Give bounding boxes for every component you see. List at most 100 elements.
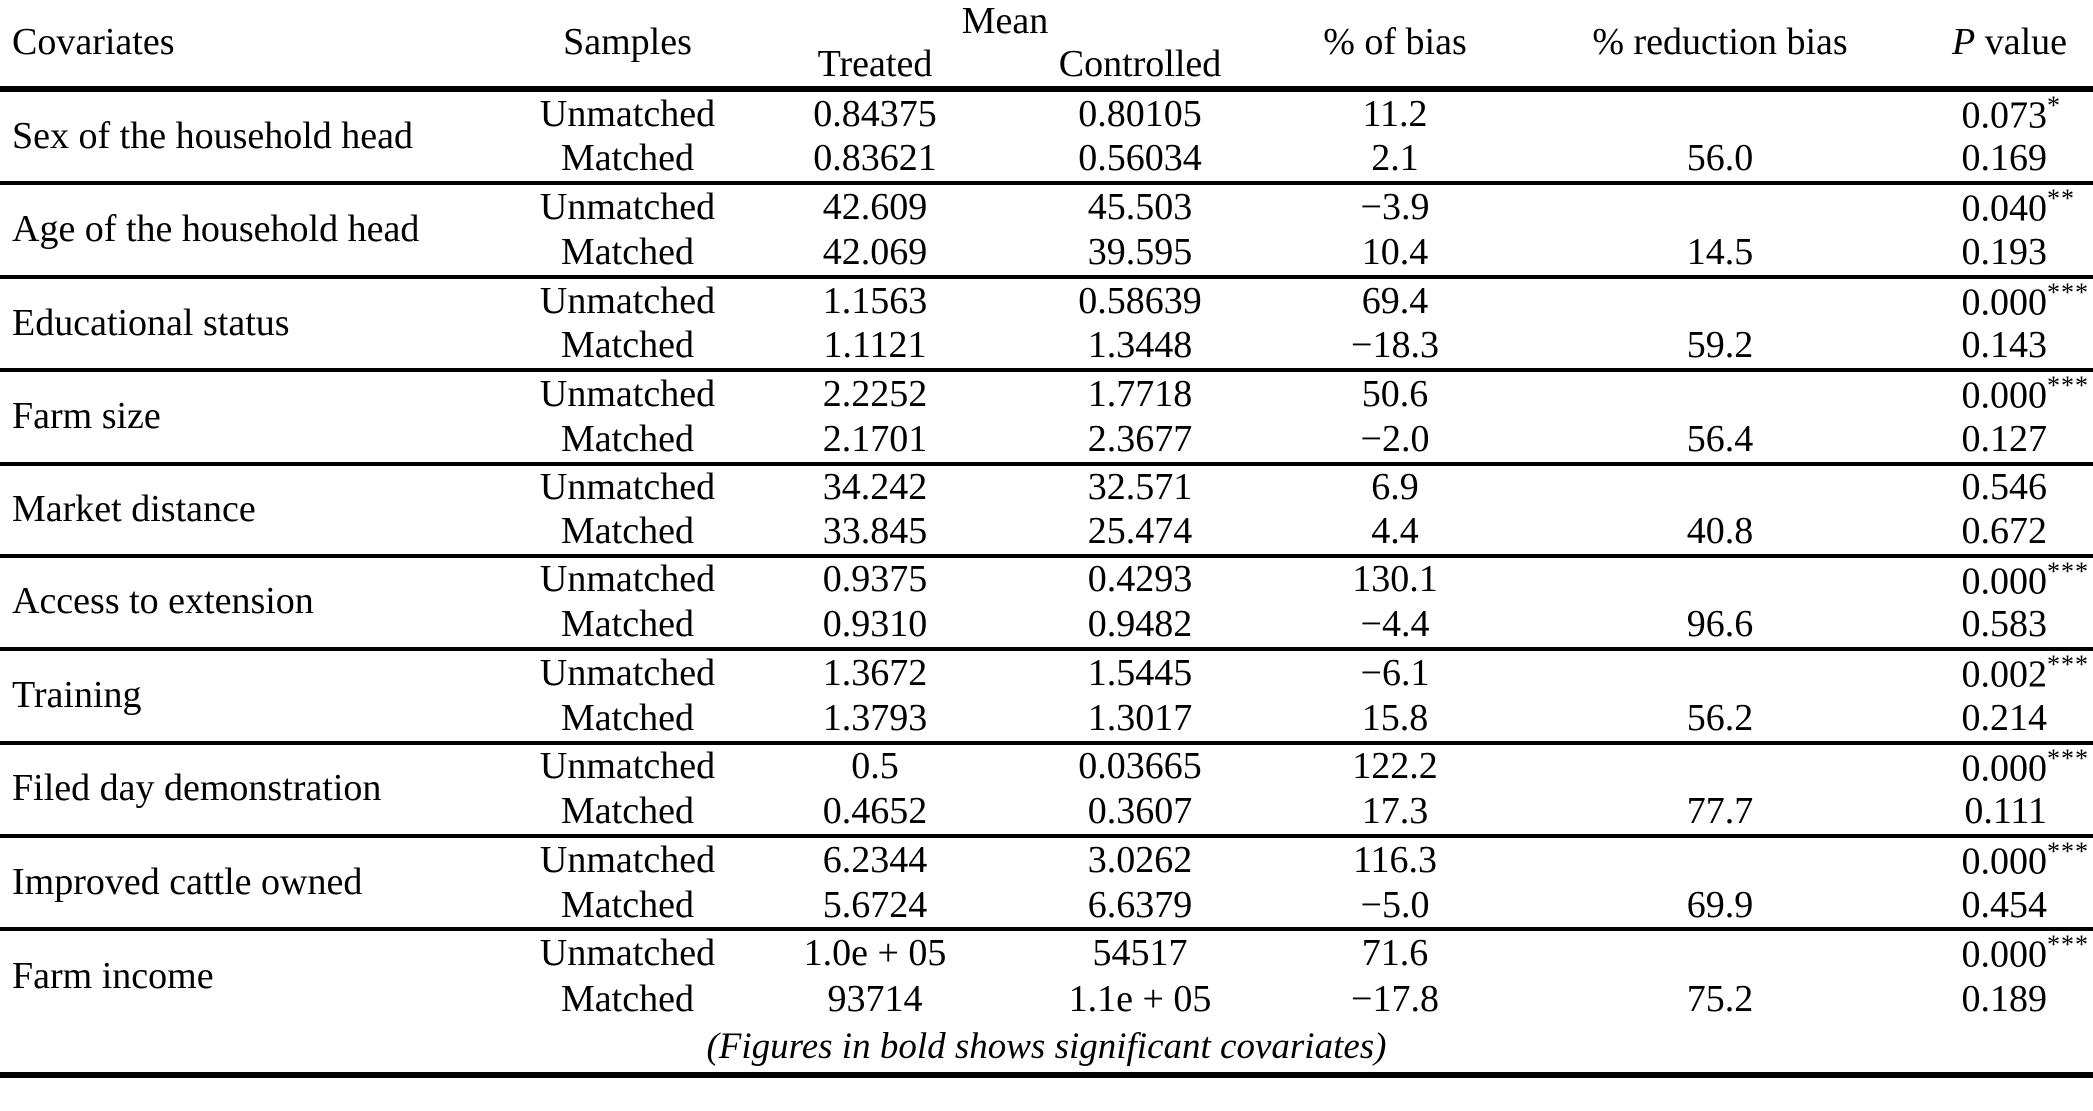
table-body: Sex of the household head Unmatched 0.8437… bbox=[0, 88, 2093, 1023]
mean-treated-value: 1.3793 bbox=[740, 696, 1010, 745]
sample-type-label: Unmatched bbox=[539, 651, 716, 694]
table-row-matched: Matched 5.6724 6.6379 −5.0 69.9 0.454 bbox=[0, 883, 2093, 932]
p-value-number: 0.073 bbox=[1961, 94, 2048, 137]
covariate-label: Market distance bbox=[0, 463, 515, 558]
percent-bias-value: 2.1 bbox=[1270, 137, 1520, 186]
percent-bias-value: 10.4 bbox=[1270, 230, 1520, 279]
percent-bias-value: 71.6 bbox=[1361, 932, 1429, 975]
table-row-unmatched: Market distance Unmatched 34.242 32.571 6.9 0… bbox=[0, 463, 2093, 558]
covariate-label: Age of the household head bbox=[0, 183, 515, 279]
sample-type-label: Matched bbox=[515, 137, 740, 186]
balancing-test-table: Covariates Samples Mean % of bias % redu… bbox=[0, 0, 2093, 1078]
sample-type-label: Matched bbox=[561, 977, 694, 1020]
p-value-number: 0.672 bbox=[1961, 509, 2048, 552]
covariate-label: Farm income bbox=[12, 955, 214, 998]
table-row-unmatched: Filed day demonstration Unmatched 0.5 0.036… bbox=[0, 742, 2093, 838]
header-row-2: Treated Controlled bbox=[0, 43, 2093, 92]
table-row-matched: Matched 1.1121 1.3448 −18.3 59.2 0.143 bbox=[0, 324, 2093, 373]
mean-treated-value: 1.1563 bbox=[822, 279, 928, 322]
p-value-cell: 0.143 bbox=[1920, 324, 2093, 373]
p-value-cell: 0.002*** bbox=[1961, 650, 2089, 696]
p-value-header-italic-p: P bbox=[1951, 21, 1976, 63]
table-footer: (Figures in bold shows significant covar… bbox=[0, 1022, 2093, 1078]
percent-reduction-bias-value: 75.2 bbox=[1686, 977, 1754, 1020]
table-row-unmatched: Access to extension Unmatched 0.9375 0.4293… bbox=[0, 555, 2093, 652]
mean-controlled-value: 1.1e + 05 bbox=[1068, 977, 1212, 1020]
mean-treated-value: 0.9310 bbox=[740, 603, 1010, 652]
sample-type-label: Matched bbox=[515, 696, 740, 745]
sample-type-label: Matched bbox=[515, 603, 740, 652]
mean-controlled-value: 1.3017 bbox=[1010, 696, 1270, 745]
mean-treated-value: 6.2344 bbox=[822, 838, 928, 881]
percent-reduction-bias-value bbox=[1520, 556, 1920, 603]
table-row-unmatched: Training Unmatched 1.3672 1.5445 −6.1 0.002**… bbox=[0, 649, 2093, 745]
header-row-1: Covariates Samples Mean % of bias % redu… bbox=[0, 0, 2093, 92]
p-value-cell: 0.111 bbox=[1920, 789, 2093, 838]
footnote-row: (Figures in bold shows significant covar… bbox=[0, 1022, 2093, 1078]
percent-reduction-bias-value: 56.0 bbox=[1520, 137, 1920, 186]
p-value-number: 0.189 bbox=[1961, 977, 2048, 1020]
p-value-cell: 0.169 bbox=[1920, 137, 2093, 186]
mean-controlled-value: 2.3677 bbox=[1010, 417, 1270, 466]
sample-type-label: Unmatched bbox=[539, 465, 716, 508]
mean-controlled-value: 45.503 bbox=[1087, 186, 1193, 229]
p-value-number: 0.454 bbox=[1961, 883, 2048, 926]
sample-type-label: Matched bbox=[515, 509, 740, 558]
mean-treated-value: 42.069 bbox=[740, 230, 1010, 279]
table-footnote: (Figures in bold shows significant covar… bbox=[0, 1022, 2093, 1078]
percent-reduction-bias-value bbox=[1520, 277, 1920, 324]
covariate-label: Training bbox=[0, 649, 515, 745]
mean-controlled-value: 1.3448 bbox=[1010, 324, 1270, 373]
p-value-cell: 0.546 bbox=[1920, 464, 2093, 510]
sample-type-label: Matched bbox=[515, 324, 740, 373]
percent-bias-value: 130.1 bbox=[1352, 558, 1438, 601]
table-row-unmatched: Educational status Unmatched 1.1563 0.58639… bbox=[0, 276, 2093, 373]
percent-bias-value: −4.4 bbox=[1270, 603, 1520, 652]
percent-reduction-bias-value: 56.2 bbox=[1520, 696, 1920, 745]
p-value-cell: 0.454 bbox=[1920, 883, 2093, 932]
p-value-number: 0.000 bbox=[1961, 747, 2048, 790]
percent-reduction-bias-value: 56.4 bbox=[1520, 417, 1920, 466]
table-row-matched: Matched 93714 1.1e + 05 −17.8 75.2 0.189 bbox=[0, 977, 2093, 1023]
col-header-covariates: Covariates bbox=[0, 0, 515, 92]
mean-controlled-value: 0.4293 bbox=[1087, 558, 1193, 601]
col-header-percent-reduction-bias: % reduction bias bbox=[1520, 0, 1920, 92]
mean-controlled-value: 3.0262 bbox=[1087, 838, 1193, 881]
sample-type-label: Unmatched bbox=[539, 558, 716, 601]
covariate-label: Farm size bbox=[0, 370, 515, 466]
table-row-matched: Matched 42.069 39.595 10.4 14.5 0.193 bbox=[0, 230, 2093, 279]
mean-controlled-value: 0.56034 bbox=[1010, 137, 1270, 186]
mean-treated-value: 2.1701 bbox=[740, 417, 1010, 466]
percent-bias-value: 17.3 bbox=[1270, 789, 1520, 838]
percent-bias-value: −18.3 bbox=[1270, 324, 1520, 373]
mean-controlled-value: 0.3607 bbox=[1010, 789, 1270, 838]
table-row-unmatched: Farm income Unmatched 1.0e + 05 54517 71.6 0.… bbox=[0, 929, 2093, 997]
mean-treated-value: 34.242 bbox=[822, 465, 928, 508]
percent-reduction-bias-value bbox=[1520, 464, 1920, 510]
table-row-matched: Matched 0.83621 0.56034 2.1 56.0 0.169 bbox=[0, 137, 2093, 186]
col-header-percent-bias: % of bias bbox=[1270, 0, 1520, 92]
col-header-treated: Treated bbox=[740, 43, 1010, 92]
mean-controlled-value: 1.5445 bbox=[1087, 651, 1193, 694]
mean-treated-value: 0.9375 bbox=[822, 558, 928, 601]
table-row-matched: Matched 1.3793 1.3017 15.8 56.2 0.214 bbox=[0, 696, 2093, 745]
covariate-label: Improved cattle owned bbox=[0, 835, 515, 932]
p-value-number: 0.000 bbox=[1961, 281, 2048, 324]
percent-bias-value: −3.9 bbox=[1360, 186, 1430, 229]
mean-controlled-value: 6.6379 bbox=[1010, 883, 1270, 932]
col-header-mean: Mean bbox=[961, 0, 1049, 43]
p-value-number: 0.000 bbox=[1961, 840, 2048, 883]
percent-reduction-bias-value bbox=[1520, 929, 1920, 976]
covariate-label: Access to extension bbox=[0, 555, 515, 652]
percent-reduction-bias-value: 77.7 bbox=[1520, 789, 1920, 838]
mean-controlled-value: 0.80105 bbox=[1078, 92, 1202, 135]
table-row-matched: Matched 33.845 25.474 4.4 40.8 0.672 bbox=[0, 509, 2093, 558]
mean-treated-value: 33.845 bbox=[740, 509, 1010, 558]
p-value-cell: 0.073* bbox=[1961, 90, 2061, 137]
p-value-number: 0.583 bbox=[1961, 603, 2048, 646]
p-value-number: 0.127 bbox=[1961, 417, 2048, 460]
p-value-cell: 0.000*** bbox=[1961, 743, 2089, 790]
p-value-cell: 0.000*** bbox=[1961, 556, 2089, 603]
p-value-number: 0.002 bbox=[1961, 653, 2048, 696]
sample-type-label: Unmatched bbox=[539, 372, 716, 415]
